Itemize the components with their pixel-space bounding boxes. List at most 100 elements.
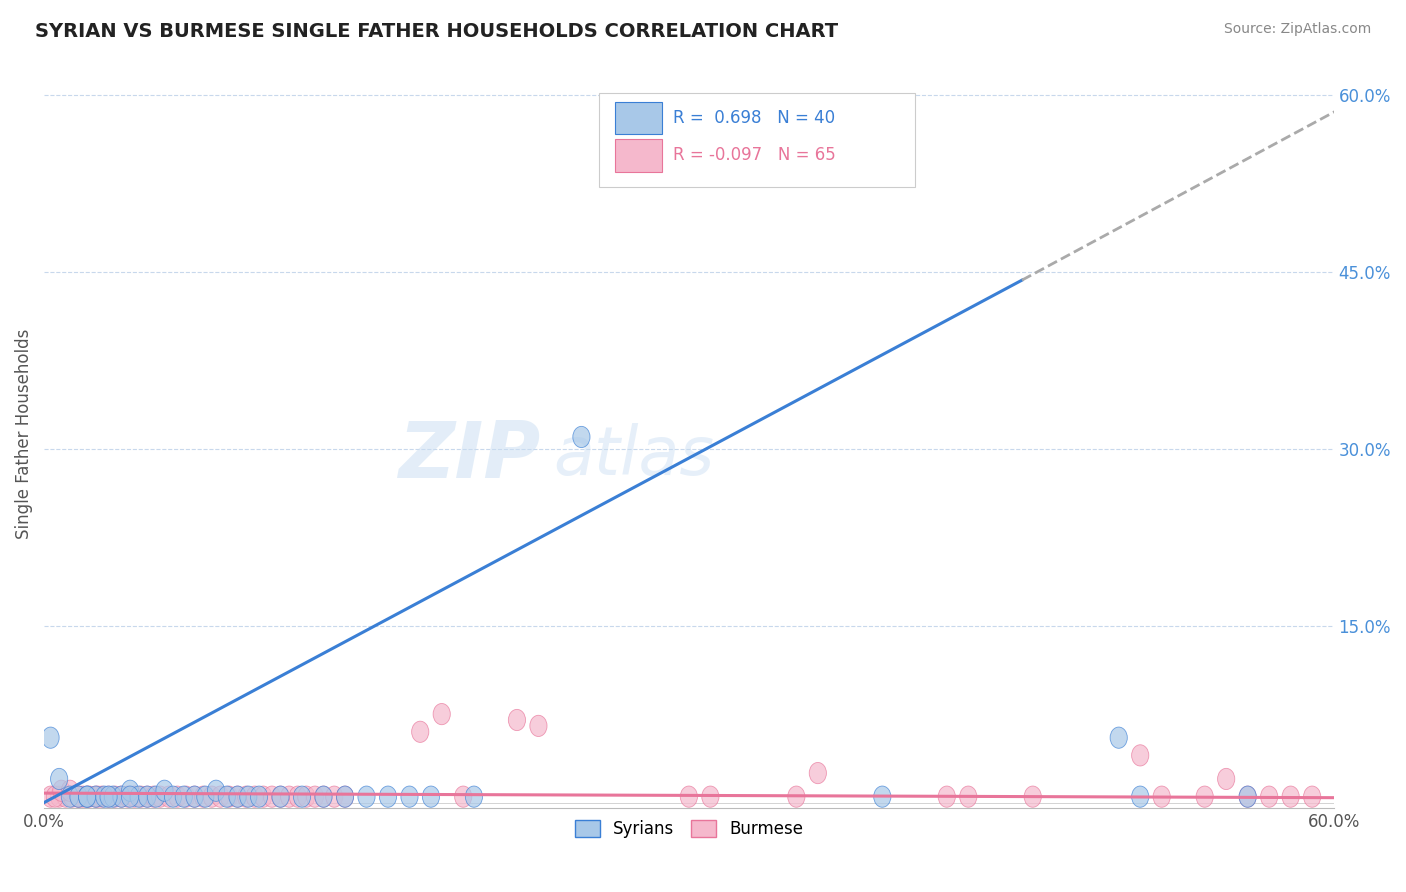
Ellipse shape <box>307 786 323 807</box>
Ellipse shape <box>58 786 75 807</box>
Text: ZIP: ZIP <box>398 418 540 494</box>
Ellipse shape <box>238 786 254 807</box>
Ellipse shape <box>412 721 429 742</box>
Ellipse shape <box>125 786 143 807</box>
Ellipse shape <box>160 786 177 807</box>
Ellipse shape <box>63 786 80 807</box>
Ellipse shape <box>938 786 956 807</box>
Ellipse shape <box>229 786 246 807</box>
FancyBboxPatch shape <box>616 139 662 172</box>
Ellipse shape <box>121 786 139 807</box>
Ellipse shape <box>70 786 87 807</box>
Ellipse shape <box>62 780 79 801</box>
Ellipse shape <box>87 786 104 807</box>
Ellipse shape <box>100 786 117 807</box>
Ellipse shape <box>165 786 181 807</box>
Ellipse shape <box>250 786 267 807</box>
Ellipse shape <box>1261 786 1278 807</box>
Ellipse shape <box>52 780 70 801</box>
Ellipse shape <box>315 786 332 807</box>
Ellipse shape <box>42 786 59 807</box>
Ellipse shape <box>51 768 67 789</box>
Ellipse shape <box>218 786 235 807</box>
Ellipse shape <box>79 786 96 807</box>
Ellipse shape <box>94 786 111 807</box>
Ellipse shape <box>107 786 124 807</box>
Ellipse shape <box>132 786 149 807</box>
Ellipse shape <box>104 786 121 807</box>
Ellipse shape <box>1153 786 1170 807</box>
FancyBboxPatch shape <box>599 94 914 187</box>
Ellipse shape <box>294 786 311 807</box>
Ellipse shape <box>281 786 298 807</box>
Ellipse shape <box>131 786 148 807</box>
Ellipse shape <box>1239 786 1257 807</box>
Ellipse shape <box>401 786 418 807</box>
Ellipse shape <box>509 709 526 731</box>
Ellipse shape <box>89 786 107 807</box>
Ellipse shape <box>145 786 162 807</box>
Ellipse shape <box>229 786 246 807</box>
Ellipse shape <box>177 786 194 807</box>
Ellipse shape <box>530 715 547 737</box>
Ellipse shape <box>1132 786 1149 807</box>
Ellipse shape <box>271 786 290 807</box>
Ellipse shape <box>810 763 827 784</box>
Ellipse shape <box>572 426 591 448</box>
Ellipse shape <box>873 786 891 807</box>
FancyBboxPatch shape <box>616 102 662 135</box>
Ellipse shape <box>263 786 281 807</box>
Ellipse shape <box>208 780 225 801</box>
Ellipse shape <box>80 786 98 807</box>
Ellipse shape <box>336 786 353 807</box>
Ellipse shape <box>239 786 257 807</box>
Legend: Syrians, Burmese: Syrians, Burmese <box>568 814 810 845</box>
Ellipse shape <box>70 786 87 807</box>
Ellipse shape <box>70 786 87 807</box>
Ellipse shape <box>271 786 290 807</box>
Ellipse shape <box>1024 786 1042 807</box>
Ellipse shape <box>336 786 353 807</box>
Ellipse shape <box>202 786 221 807</box>
Ellipse shape <box>290 786 307 807</box>
Ellipse shape <box>1218 768 1234 789</box>
Ellipse shape <box>359 786 375 807</box>
Ellipse shape <box>46 786 63 807</box>
Ellipse shape <box>422 786 440 807</box>
Ellipse shape <box>79 786 96 807</box>
Ellipse shape <box>121 780 139 801</box>
Ellipse shape <box>100 786 117 807</box>
Ellipse shape <box>152 786 169 807</box>
Ellipse shape <box>326 786 343 807</box>
Ellipse shape <box>380 786 396 807</box>
Ellipse shape <box>62 786 79 807</box>
Ellipse shape <box>454 786 472 807</box>
Y-axis label: Single Father Households: Single Father Households <box>15 329 32 539</box>
Text: Source: ZipAtlas.com: Source: ZipAtlas.com <box>1223 22 1371 37</box>
Text: R =  0.698   N = 40: R = 0.698 N = 40 <box>673 109 835 127</box>
Ellipse shape <box>960 786 977 807</box>
Ellipse shape <box>702 786 718 807</box>
Ellipse shape <box>148 786 165 807</box>
Ellipse shape <box>254 786 271 807</box>
Ellipse shape <box>681 786 697 807</box>
Ellipse shape <box>186 786 202 807</box>
Ellipse shape <box>1239 786 1257 807</box>
Ellipse shape <box>1303 786 1320 807</box>
Ellipse shape <box>42 727 59 748</box>
Ellipse shape <box>186 786 202 807</box>
Ellipse shape <box>1132 745 1149 766</box>
Ellipse shape <box>298 786 315 807</box>
Ellipse shape <box>465 786 482 807</box>
Ellipse shape <box>1197 786 1213 807</box>
Ellipse shape <box>112 786 131 807</box>
Ellipse shape <box>112 786 131 807</box>
Text: atlas: atlas <box>554 424 714 490</box>
Ellipse shape <box>75 786 91 807</box>
Text: R = -0.097   N = 65: R = -0.097 N = 65 <box>673 146 837 164</box>
Ellipse shape <box>787 786 804 807</box>
Ellipse shape <box>87 786 104 807</box>
Ellipse shape <box>79 786 96 807</box>
Ellipse shape <box>246 786 263 807</box>
Ellipse shape <box>1111 727 1128 748</box>
